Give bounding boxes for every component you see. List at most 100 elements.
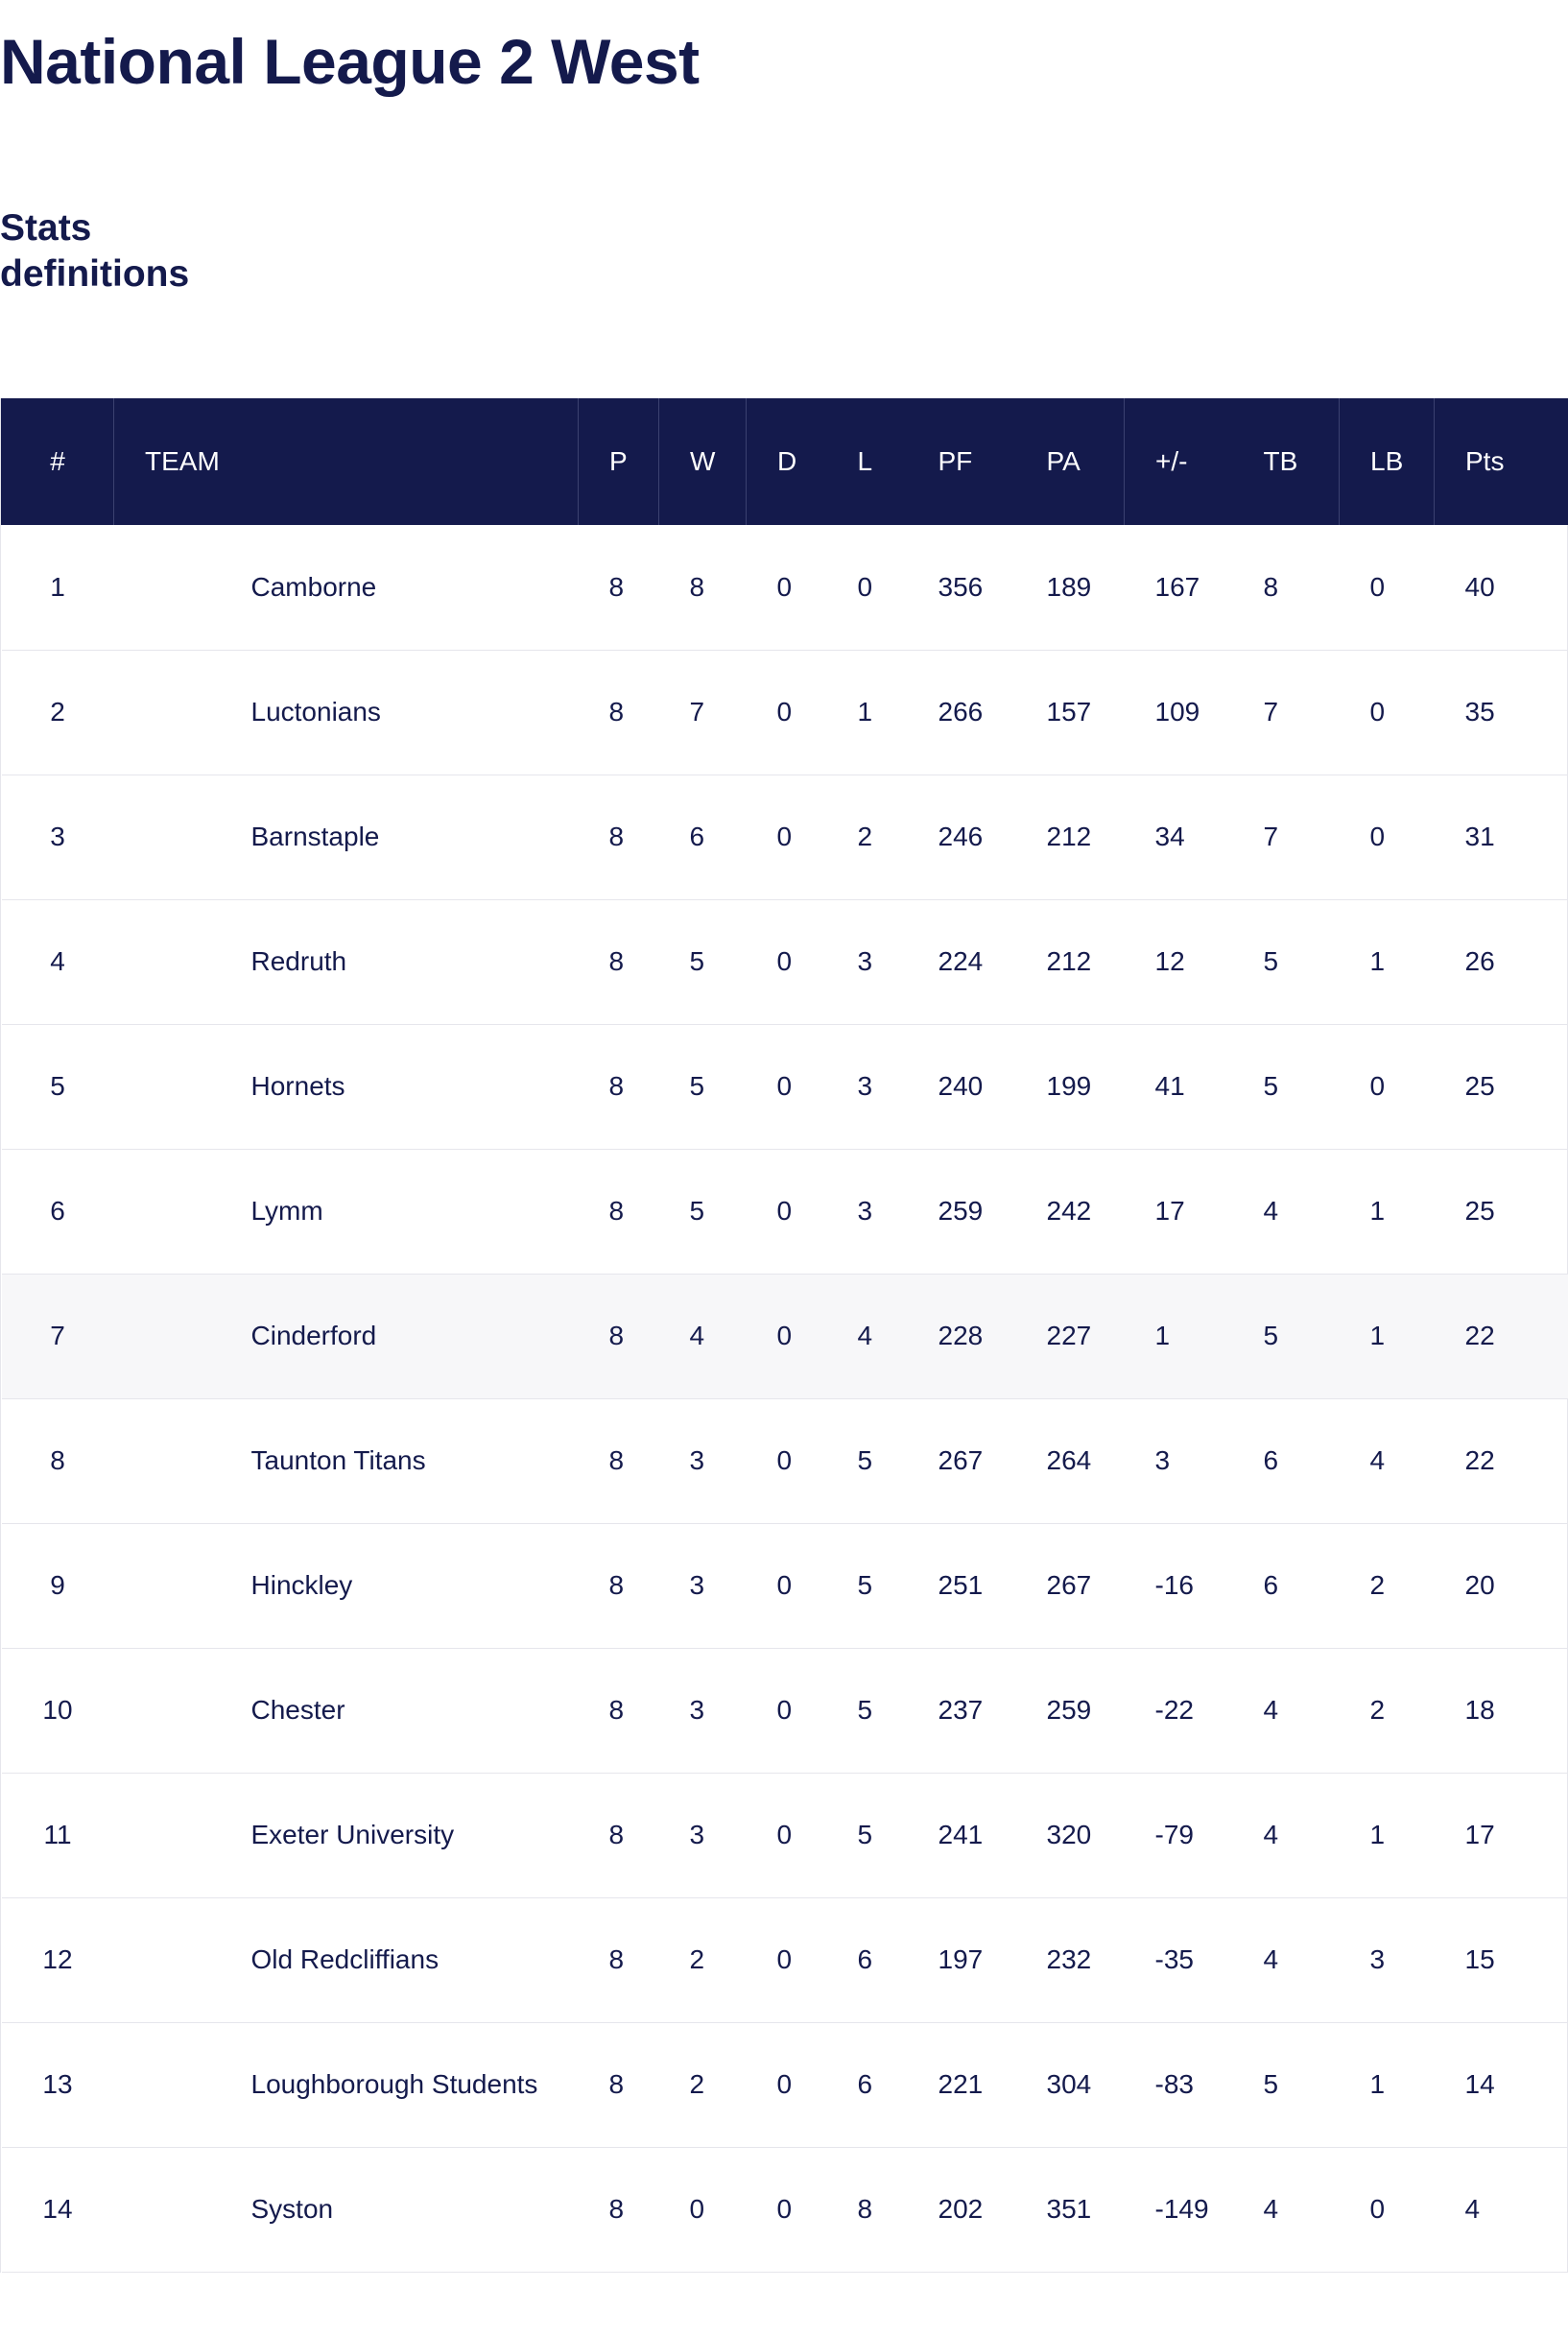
points-cell: 35: [1464, 697, 1495, 727]
col-header-try-bonus[interactable]: TB: [1263, 446, 1298, 476]
table-row[interactable]: 8 Taunton Titans 8 3 0 5 267 264 3 6 4 22: [1, 1398, 1568, 1523]
points-against-cell: 242: [1046, 1196, 1092, 1226]
table-row[interactable]: 13 Loughborough Students 8 2 0 6 221 304 -83 5 1 14: [1, 2022, 1568, 2147]
losing-bonus-cell: 3: [1369, 1944, 1386, 1974]
drawn-cell: 0: [776, 571, 793, 602]
points-for-cell: 251: [938, 1570, 984, 1600]
table-row[interactable]: 5 Hornets 8 5 0 3 240 199 41 5 0 25: [1, 1024, 1568, 1149]
table-row[interactable]: 11 Exeter University 8 3 0 5 241 320 -79 4 1 17: [1, 1773, 1568, 1897]
try-bonus-cell: 6: [1263, 1570, 1279, 1600]
table-row[interactable]: 7 Cinderford 8 4 0 4 228 227 1 5 1 22: [1, 1274, 1568, 1398]
won-cell: 0: [689, 2194, 705, 2224]
lost-cell: 5: [857, 1570, 873, 1600]
played-cell: 8: [608, 1071, 625, 1101]
try-bonus-cell: 5: [1263, 2069, 1279, 2099]
table-row[interactable]: 9 Hinckley 8 3 0 5 251 267 -16 6 2 20: [1, 1523, 1568, 1648]
losing-bonus-cell: 1: [1369, 1820, 1386, 1849]
team-position: 14: [42, 2194, 73, 2224]
team-name[interactable]: Redruth: [250, 946, 347, 976]
points-against-cell: 157: [1046, 697, 1092, 727]
team-position: 13: [42, 2069, 73, 2099]
team-position: 4: [50, 946, 65, 976]
table-row[interactable]: 10 Chester 8 3 0 5 237 259 -22 4 2 18: [1, 1648, 1568, 1773]
points-for-cell: 240: [938, 1071, 984, 1101]
lost-cell: 0: [857, 571, 873, 602]
lost-cell: 1: [857, 697, 873, 727]
table-row[interactable]: 14 Syston 8 0 0 8 202 351 -149 4 0 4: [1, 2147, 1568, 2272]
league-table-container: # TEAM P W D L PF PA +/- TB LB Pts 1 Camb…: [0, 398, 1568, 2273]
played-cell: 8: [608, 1321, 625, 1350]
drawn-cell: 0: [776, 1321, 793, 1350]
losing-bonus-cell: 1: [1369, 1321, 1386, 1350]
col-header-lost[interactable]: L: [857, 446, 873, 476]
table-row[interactable]: 3 Barnstaple 8 6 0 2 246 212 34 7 0 31: [1, 775, 1568, 899]
points-cell: 31: [1464, 822, 1495, 851]
losing-bonus-cell: 1: [1369, 946, 1386, 976]
col-header-won[interactable]: W: [658, 398, 747, 525]
table-row[interactable]: 2 Luctonians 8 7 0 1 266 157 109 7 0 35: [1, 650, 1568, 775]
points-against-cell: 189: [1046, 571, 1092, 602]
stats-link-line2: definitions: [0, 253, 190, 295]
played-cell: 8: [608, 1445, 625, 1475]
team-name[interactable]: Hornets: [250, 1071, 345, 1101]
points-cell: 15: [1464, 1944, 1495, 1974]
team-name[interactable]: Exeter University: [250, 1820, 455, 1849]
difference-cell: -149: [1154, 2194, 1209, 2224]
table-row[interactable]: 1 Camborne 8 8 0 0 356 189 167 8 0 40: [1, 525, 1568, 650]
lost-cell: 6: [857, 2069, 873, 2099]
played-cell: 8: [608, 822, 625, 851]
col-header-losing-bonus[interactable]: LB: [1339, 398, 1435, 525]
team-name[interactable]: Cinderford: [250, 1321, 377, 1350]
points-for-cell: 241: [938, 1820, 984, 1849]
points-for-cell: 259: [938, 1196, 984, 1226]
played-cell: 8: [608, 697, 625, 727]
points-for-cell: 228: [938, 1321, 984, 1350]
team-name[interactable]: Luctonians: [250, 697, 381, 727]
team-position: 1: [50, 571, 65, 602]
team-name[interactable]: Lymm: [250, 1196, 323, 1226]
points-against-cell: 212: [1046, 822, 1092, 851]
team-position: 5: [50, 1071, 65, 1101]
drawn-cell: 0: [776, 1196, 793, 1226]
difference-cell: -22: [1154, 1695, 1194, 1725]
points-cell: 14: [1464, 2069, 1495, 2099]
drawn-cell: 0: [776, 2194, 793, 2224]
team-name[interactable]: Camborne: [250, 571, 377, 602]
played-cell: 8: [608, 1695, 625, 1725]
try-bonus-cell: 7: [1263, 822, 1279, 851]
col-header-pos[interactable]: #: [1, 398, 114, 525]
stats-definitions-link[interactable]: Stats definitions: [0, 205, 249, 298]
lost-cell: 8: [857, 2194, 873, 2224]
col-header-points-against[interactable]: PA: [1046, 446, 1081, 476]
col-header-team[interactable]: TEAM: [113, 398, 579, 525]
won-cell: 5: [689, 1071, 705, 1101]
col-header-drawn[interactable]: D: [746, 398, 827, 525]
team-name[interactable]: Taunton Titans: [250, 1445, 426, 1475]
lost-cell: 3: [857, 946, 873, 976]
lost-cell: 5: [857, 1445, 873, 1475]
team-name[interactable]: Chester: [250, 1695, 345, 1725]
played-cell: 8: [608, 1944, 625, 1974]
won-cell: 3: [689, 1820, 705, 1849]
team-name[interactable]: Old Redcliffians: [250, 1944, 440, 1974]
col-header-difference[interactable]: +/-: [1124, 398, 1233, 525]
won-cell: 7: [689, 697, 705, 727]
won-cell: 2: [689, 2069, 705, 2099]
points-against-cell: 199: [1046, 1071, 1092, 1101]
table-row[interactable]: 6 Lymm 8 5 0 3 259 242 17 4 1 25: [1, 1149, 1568, 1274]
table-row[interactable]: 12 Old Redcliffians 8 2 0 6 197 232 -35 4 3 15: [1, 1897, 1568, 2022]
col-header-played[interactable]: P: [578, 398, 659, 525]
col-header-points[interactable]: Pts: [1434, 398, 1568, 525]
team-name[interactable]: Loughborough Students: [250, 2069, 538, 2099]
table-body: 1 Camborne 8 8 0 0 356 189 167 8 0 40 2 Luctonians 8 7 0…: [1, 525, 1568, 2272]
team-name[interactable]: Hinckley: [250, 1570, 353, 1600]
losing-bonus-cell: 0: [1369, 571, 1386, 602]
drawn-cell: 0: [776, 2069, 793, 2099]
team-name[interactable]: Syston: [250, 2194, 334, 2224]
team-name[interactable]: Barnstaple: [250, 822, 380, 851]
try-bonus-cell: 5: [1263, 1071, 1279, 1101]
points-against-cell: 264: [1046, 1445, 1092, 1475]
drawn-cell: 0: [776, 1820, 793, 1849]
col-header-points-for[interactable]: PF: [938, 446, 973, 476]
table-row[interactable]: 4 Redruth 8 5 0 3 224 212 12 5 1 26: [1, 899, 1568, 1024]
